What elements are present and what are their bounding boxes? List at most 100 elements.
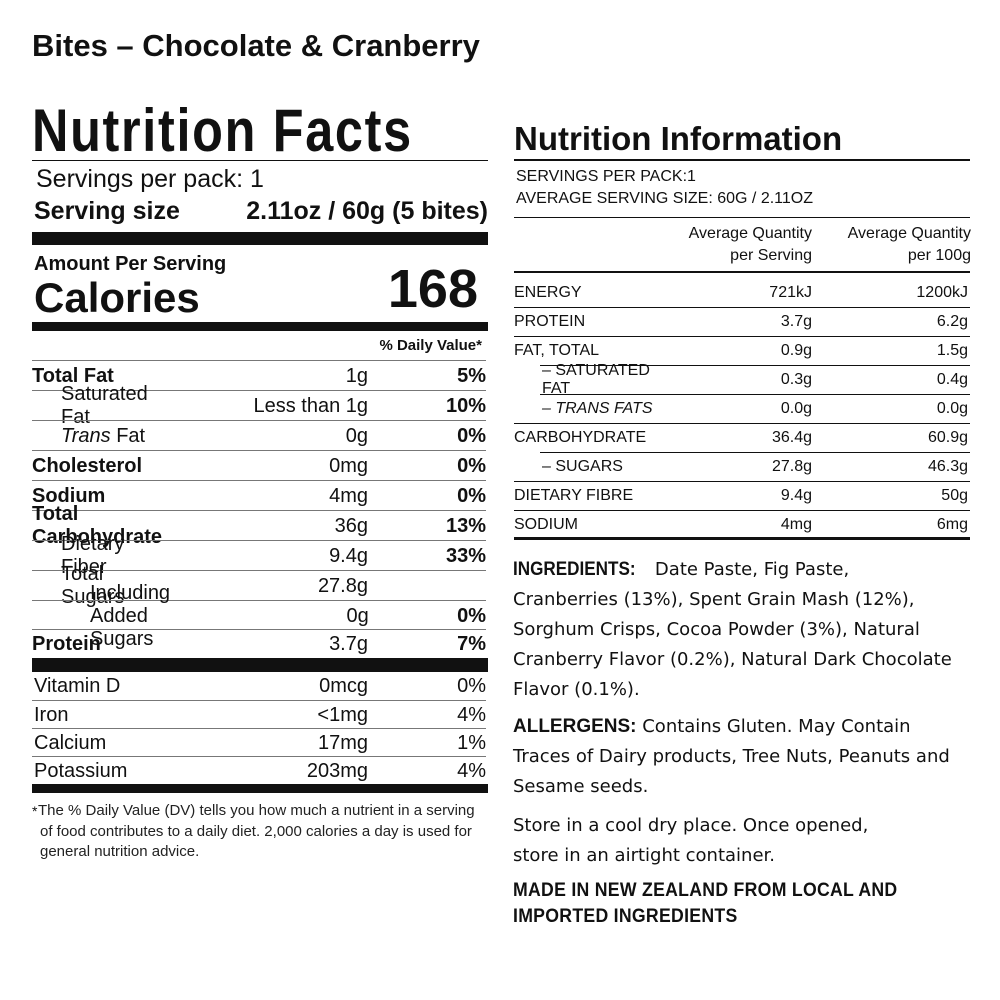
info-label: – TRANS FATS [542,399,653,417]
per-serving: 0.0g [780,399,812,417]
info-label: PROTEIN [514,312,586,330]
daily-value: 0% [457,454,486,477]
nutrient-name: Saturated Fat [61,383,148,428]
servings: Servings per pack: 1 [36,165,264,193]
nutrient-label-italic: Trans [61,424,111,447]
dv-header: % Daily Value* [379,337,482,354]
facts-row: Protein 3.7g 7% [32,629,486,658]
amount: 17mg [317,731,368,754]
per-serving: 36.4g [771,428,812,446]
nutrient-name: Protein [32,632,101,655]
rule [514,159,970,161]
facts-row: Sodium 4mg 0% [32,480,486,511]
rule [514,537,970,540]
amount: Less than 1g [253,394,368,417]
per-100g: 0.0g [936,399,968,417]
nutrient-label: Total Carbohydrate [32,503,168,549]
daily-value: 10% [445,394,486,417]
info-label: CARBOHYDRATE [514,428,647,446]
facts-row: Total Fat 1g 5% [32,360,486,391]
amount: 1g [345,364,368,387]
nutrient-name: Total Sugars [61,563,125,608]
daily-value: 4% [457,703,486,726]
vitamin-row: Calcium 17mg 1% [32,728,486,757]
rule [32,160,488,161]
column-header: per Serving [730,247,812,264]
per-100g: 46.3g [927,457,968,475]
amount: 27.8g [317,574,368,597]
per-serving: 27.8g [771,457,812,475]
serving-size: 2.11oz / 60g (5 bites) [246,197,488,225]
nutrient-name: Total Fat [32,364,114,387]
daily-value: 0% [457,674,486,697]
amount: 4mg [329,484,368,507]
nutrient-label: Saturated Fat [32,383,168,429]
row-rule [514,423,970,424]
rule [514,271,970,273]
nutrient-name: Fat [116,424,146,447]
per-100g: 6.2g [936,312,968,330]
daily-value: 4% [457,759,486,782]
facts-heading: Nutrition Facts [32,97,413,164]
row-rule [514,510,970,511]
per-100g: 1200kJ [916,283,968,301]
nutrient-label: Cholesterol [32,455,168,478]
amount: 9.4g [329,544,368,567]
nutrient-name: Sodium [32,484,106,507]
amount: <1mg [317,703,368,726]
daily-value: 5% [457,364,486,387]
allergens-text: Contains Gluten. May Contain Traces of D… [513,716,950,797]
info-row: – SATURATED FAT 0.3g 0.4g [514,362,970,397]
row-rule [514,307,970,308]
nutrient-label: Trans Fat [32,425,168,448]
ingredients-text: Date Paste, Fig Paste, Cranberries (13%)… [513,559,952,700]
thick-rule [32,784,488,793]
thick-rule [32,658,488,672]
nutrient-label: Sodium [32,485,168,508]
thick-rule [32,322,488,331]
per-100g: 6mg [936,515,968,533]
info-row: – SUGARS 27.8g 46.3g [514,452,970,481]
amount: 3.7g [329,632,368,655]
product-title: Bites – Chocolate & Cranberry [32,28,480,63]
info-heading: Nutrition Information [514,120,843,157]
daily-value: 1% [457,731,486,754]
info-row: PROTEIN 3.7g 6.2g [514,307,970,336]
row-rule [514,336,970,337]
nutrient-name: Dietary Fiber [61,533,125,578]
ingredients: INGREDIENTS: Date Paste, Fig Paste, Cran… [513,555,953,705]
column-header: Average Quantity [688,225,812,242]
info-label: SODIUM [514,515,578,533]
per-100g: 60.9g [927,428,968,446]
amount-per-serving: Amount Per Serving [34,253,227,275]
facts-row: Including Added Sugars 0g 0% [32,582,486,650]
amount: 203mg [306,759,368,782]
facts-row: Cholesterol 0mg 0% [32,450,486,481]
footnote: The % Daily Value (DV) tells you how muc… [38,802,475,860]
facts-row: Total Sugars 27.8g [32,563,486,608]
nutrient-name: Including Added Sugars [90,581,171,650]
info-servings: SERVINGS PER PACK:1 [516,168,696,185]
amount: 0g [346,604,369,627]
daily-value: 13% [445,514,486,537]
per-serving: 4mg [780,515,812,533]
daily-value: 33% [445,544,486,567]
daily-value: 0% [457,484,486,507]
per-serving: 3.7g [780,312,812,330]
nutrient-label: Dietary Fiber [32,533,168,579]
info-label: – SATURATED FAT [542,361,650,397]
vitamin-row: Iron <1mg 4% [32,700,486,729]
amount: 0mcg [319,674,368,697]
facts-row: Total Carbohydrate 36g 13% [32,503,486,548]
nutrient-label: Total Sugars [32,563,168,609]
rule [514,217,970,218]
thick-rule [32,232,488,245]
serving-size-label: Serving size [34,197,180,225]
info-row: FAT, TOTAL 0.9g 1.5g [514,336,970,365]
row-rule [514,481,970,482]
info-row: SODIUM 4mg 6mg [514,510,970,539]
row-rule [540,452,970,453]
ingredients-label: INGREDIENTS: [513,559,636,580]
daily-value: 7% [457,632,486,655]
